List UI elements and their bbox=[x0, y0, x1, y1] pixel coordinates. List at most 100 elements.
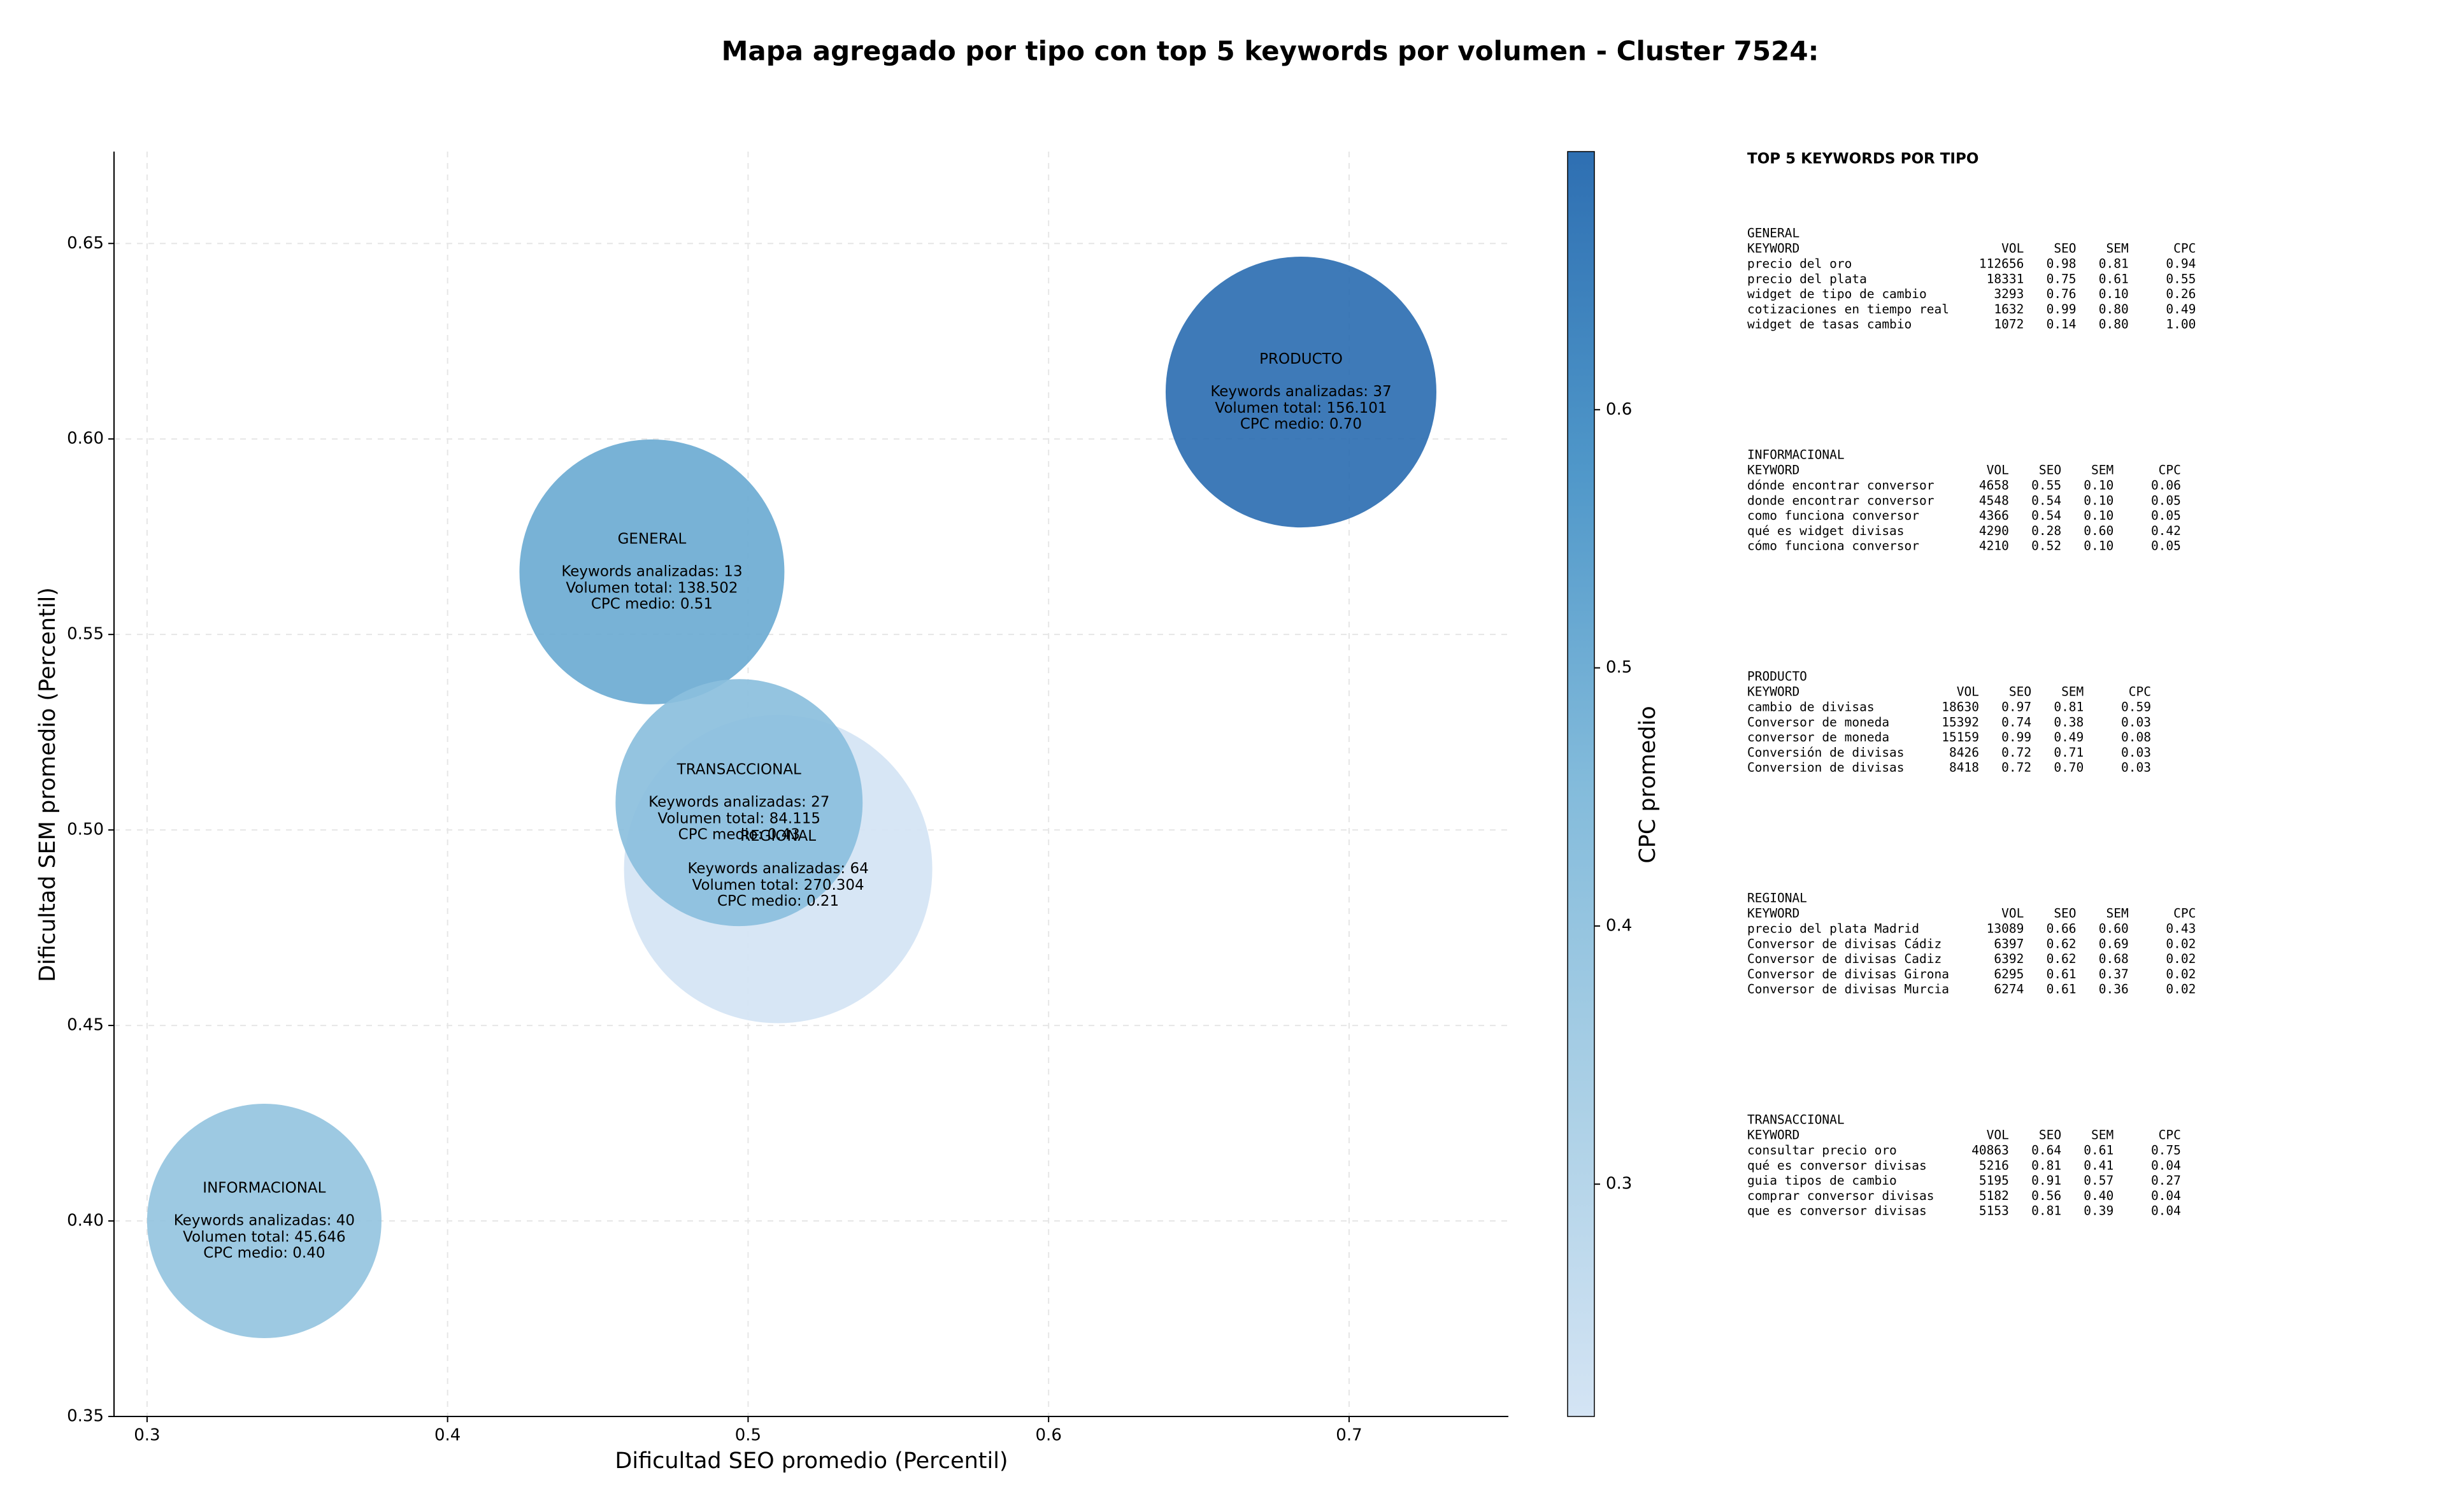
table-cell: 0.62 bbox=[2047, 952, 2077, 966]
table-cell: 0.10 bbox=[2084, 478, 2113, 493]
table-cell: 0.40 bbox=[2084, 1188, 2113, 1203]
table-cell: Conversor de divisas Cadiz bbox=[1747, 952, 1942, 966]
bubble-annotation: CPC medio: 0.51 bbox=[591, 596, 713, 612]
table-cell: 0.76 bbox=[2047, 287, 2077, 301]
table-cell: 0.64 bbox=[2031, 1143, 2061, 1158]
bubble-label: GENERAL bbox=[618, 531, 687, 547]
table-cell: Conversor de divisas Murcia bbox=[1747, 982, 1949, 997]
table-cell: 0.03 bbox=[2121, 745, 2151, 760]
column-header: CPC bbox=[2159, 463, 2181, 478]
bubble-label: PRODUCTO bbox=[1259, 351, 1343, 367]
table-cell: dónde encontrar conversor bbox=[1747, 478, 1935, 493]
table-cell: donde encontrar conversor bbox=[1747, 493, 1935, 508]
group-name: INFORMACIONAL bbox=[1747, 448, 1845, 462]
table-cell: 0.02 bbox=[2166, 967, 2196, 981]
table-cell: 0.08 bbox=[2121, 730, 2151, 745]
table-cell: 1072 bbox=[1994, 317, 2024, 332]
table-cell: 0.41 bbox=[2084, 1158, 2113, 1173]
table-cell: 0.60 bbox=[2099, 922, 2129, 936]
table-cell: 0.94 bbox=[2166, 257, 2196, 271]
table-cell: 5182 bbox=[1979, 1188, 2009, 1203]
column-header: KEYWORD bbox=[1747, 241, 1799, 256]
table-cell: 4658 bbox=[1979, 478, 2009, 493]
table-cell: 0.55 bbox=[2166, 271, 2196, 286]
table-cell: 0.03 bbox=[2121, 715, 2151, 729]
bubble-annotation: Volumen total: 138.502 bbox=[566, 580, 738, 596]
group-name: TRANSACCIONAL bbox=[1747, 1113, 1845, 1127]
table-cell: qué es conversor divisas bbox=[1747, 1158, 1927, 1173]
bubble-label: REGIONAL bbox=[740, 828, 816, 845]
bubble-annotation: Volumen total: 45.646 bbox=[183, 1229, 346, 1246]
column-header: VOL bbox=[1987, 463, 2009, 478]
table-cell: 8426 bbox=[1949, 745, 1979, 760]
x-tick-label: 0.5 bbox=[735, 1426, 761, 1445]
x-axis-label: Dificultad SEO promedio (Percentil) bbox=[615, 1448, 1008, 1474]
table-cell: 0.54 bbox=[2031, 493, 2061, 508]
table-cell: 0.56 bbox=[2031, 1188, 2061, 1203]
table-cell: 0.04 bbox=[2151, 1204, 2181, 1218]
table-cell: Conversión de divisas bbox=[1747, 745, 1905, 760]
table-cell: qué es widget divisas bbox=[1747, 524, 1905, 538]
table-cell: 0.06 bbox=[2151, 478, 2181, 493]
table-cell: 0.49 bbox=[2054, 730, 2084, 745]
table-cell: 0.54 bbox=[2031, 508, 2061, 523]
y-tick-label: 0.60 bbox=[67, 429, 104, 448]
table-cell: 40863 bbox=[1971, 1143, 2009, 1158]
bubble bbox=[1165, 257, 1436, 528]
column-header: VOL bbox=[1987, 1128, 2009, 1143]
bubble-annotation: Volumen total: 156.101 bbox=[1215, 400, 1387, 417]
table-cell: 0.80 bbox=[2099, 302, 2129, 317]
table-cell: 0.10 bbox=[2084, 493, 2113, 508]
table-cell: 15392 bbox=[1942, 715, 1979, 729]
table-cell: precio del oro bbox=[1747, 257, 1852, 271]
table-cell: guia tipos de cambio bbox=[1747, 1173, 1897, 1188]
table-cell: conversor de moneda bbox=[1747, 730, 1889, 745]
table-cell: Conversor de moneda bbox=[1747, 715, 1889, 729]
table-cell: cambio de divisas bbox=[1747, 700, 1875, 715]
table-cell: 1.00 bbox=[2166, 317, 2196, 332]
table-cell: 6295 bbox=[1994, 967, 2024, 981]
table-cell: 0.70 bbox=[2054, 760, 2084, 775]
table-cell: 0.37 bbox=[2099, 967, 2129, 981]
table-cell: 0.02 bbox=[2166, 952, 2196, 966]
column-header: KEYWORD bbox=[1747, 463, 1799, 478]
table-cell: 5216 bbox=[1979, 1158, 2009, 1173]
colorbar-label: CPC promedio bbox=[1635, 706, 1661, 863]
table-cell: 0.04 bbox=[2151, 1188, 2181, 1203]
column-header: VOL bbox=[2001, 906, 2024, 921]
table-cell: 0.68 bbox=[2099, 952, 2129, 966]
table-cell: 0.61 bbox=[2047, 982, 2077, 997]
table-cell: Conversor de divisas Girona bbox=[1747, 967, 1949, 981]
table-cell: como funciona conversor bbox=[1747, 508, 1919, 523]
table-cell: 0.66 bbox=[2047, 922, 2077, 936]
table-cell: 0.27 bbox=[2151, 1173, 2181, 1188]
column-header: KEYWORD bbox=[1747, 906, 1799, 921]
table-cell: 0.60 bbox=[2084, 524, 2113, 538]
column-header: SEM bbox=[2091, 1128, 2113, 1143]
table-cell: 0.81 bbox=[2054, 700, 2084, 715]
table-cell: 0.99 bbox=[2047, 302, 2077, 317]
column-header: SEO bbox=[2009, 685, 2031, 699]
group-name: REGIONAL bbox=[1747, 891, 1807, 906]
bubble bbox=[519, 439, 785, 704]
bubble-annotation: Volumen total: 270.304 bbox=[692, 877, 864, 894]
colorbar-tick-label: 0.4 bbox=[1606, 916, 1632, 935]
table-cell: 3293 bbox=[1994, 287, 2024, 301]
table-cell: precio del plata Madrid bbox=[1747, 922, 1919, 936]
column-header: SEM bbox=[2106, 906, 2129, 921]
table-cell: 8418 bbox=[1949, 760, 1979, 775]
table-cell: consultar precio oro bbox=[1747, 1143, 1897, 1158]
table-cell: 4210 bbox=[1979, 539, 2009, 553]
table-cell: 0.59 bbox=[2121, 700, 2151, 715]
table-cell: 4290 bbox=[1979, 524, 2009, 538]
bubble-annotation: Keywords analizadas: 13 bbox=[561, 563, 742, 580]
bubble-annotation: Keywords analizadas: 27 bbox=[648, 794, 829, 811]
table-cell: Conversor de divisas Cádiz bbox=[1747, 936, 1942, 951]
table-cell: 0.52 bbox=[2031, 539, 2061, 553]
table-cell: 4548 bbox=[1979, 493, 2009, 508]
bubble-label: INFORMACIONAL bbox=[203, 1180, 325, 1197]
column-header: SEO bbox=[2039, 1128, 2061, 1143]
table-cell: 0.05 bbox=[2151, 539, 2181, 553]
table-cell: que es conversor divisas bbox=[1747, 1204, 1927, 1218]
chart-title: Mapa agregado por tipo con top 5 keyword… bbox=[722, 36, 1819, 67]
